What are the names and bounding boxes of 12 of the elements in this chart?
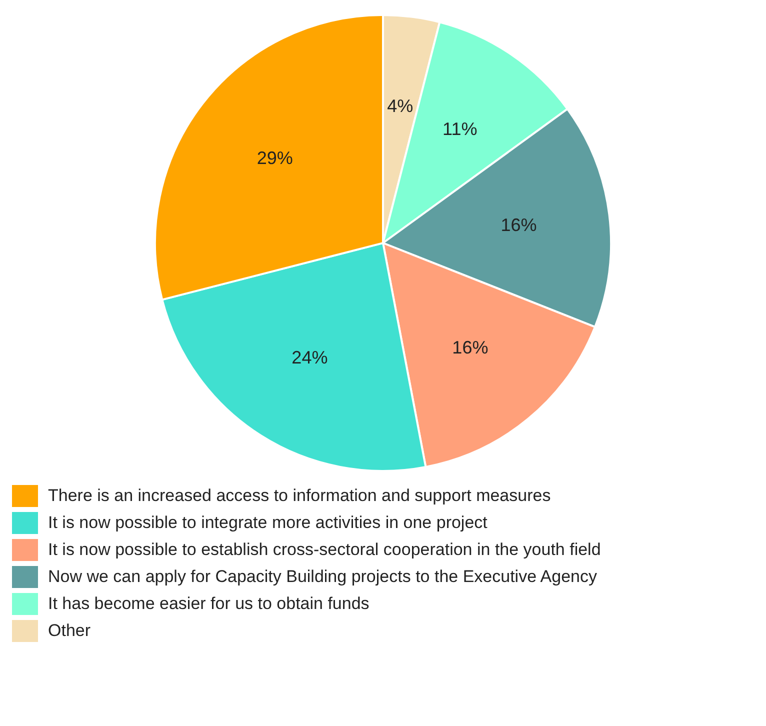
data-label: 16% [452,337,488,358]
data-label: 24% [292,347,328,368]
data-label: 29% [256,148,293,168]
data-label: 4% [387,96,414,116]
legend-label: There is an increased access to information and support measures [48,486,551,506]
legend-label: Now we can apply for Capacity Building projects to the Executive Agency [48,566,598,586]
data-label: 11% [442,118,478,139]
legend-label: It has become easier for us to obtain funds [48,594,370,614]
data-label: 16% [500,214,537,235]
legend-label: Other [48,620,91,640]
legend-label: It is now possible to integrate more activities in one project [48,512,488,532]
legend-label: It is now possible to establish cross-sectoral cooperation in the youth field [48,540,601,560]
